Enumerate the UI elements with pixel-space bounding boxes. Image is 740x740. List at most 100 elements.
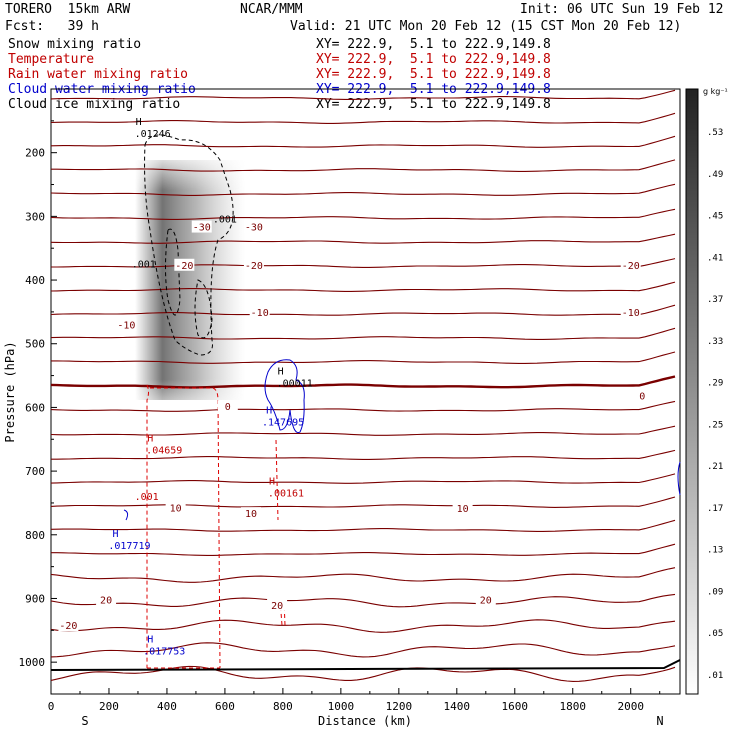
snow-shading [135,160,245,400]
y-tick-label: 1000 [19,656,46,669]
isotherm-label-bg [243,220,264,233]
axes: 0 200 400 600 800 1000 1200 1400 1600 1800 2000200… [19,120,661,713]
isotherm [50,593,676,608]
field-xy-cloud-ice: XY= 222.9, 5.1 to 222.9,149.8 [316,97,551,112]
maximum-marker: H [112,529,118,540]
isotherm-label-bg [191,220,212,233]
isotherm [50,208,676,220]
isotherm-label: 0 [225,402,231,413]
field-xy-temperature: XY= 222.9, 5.1 to 222.9,149.8 [316,52,551,67]
isotherm [50,183,676,196]
maximum-marker: H [147,635,153,646]
colorbar-tick-label: .05 [707,629,723,639]
isotherm-label: -30 [245,223,263,234]
colorbar-tick-label: .45 [707,212,723,222]
isotherm-label-bg [452,502,473,515]
field-name-snow: Snow mixing ratio [8,37,142,52]
ice-contour [165,228,181,316]
cloud-water-contour [123,509,129,521]
isotherm [50,496,676,508]
isotherm-label-bg [620,305,641,318]
rain-contour [146,384,221,669]
maximum-marker: H [278,366,284,377]
terrain-line [50,659,681,671]
isotherm-label: -30 [193,223,211,234]
x-tick-label: 1800 [560,700,587,713]
y-tick-label: 400 [25,274,45,287]
colorbar-unit: g kg⁻¹ [703,87,728,96]
y-tick-label: 700 [25,465,45,478]
x-tick-label: 400 [157,700,177,713]
isotherm [50,112,676,124]
isotherm [51,449,676,460]
isotherm-label: 20 [271,601,283,612]
forecast-hour: Fcst: 39 h [5,19,99,34]
isotherm [50,327,676,340]
x-tick-label: 1200 [386,700,413,713]
isotherm-label: -10 [622,308,640,319]
maximum-marker: H [147,433,153,444]
y-tick-label: 200 [25,147,45,160]
maximum-value: .01246 [135,129,171,140]
isotherm-label: 10 [170,503,182,514]
isotherm-label-bg [241,507,262,520]
x-tick-label: 1600 [502,700,529,713]
isotherm-label: 10 [245,509,257,520]
isotherm-label: -10 [117,321,135,332]
isotherm-label: -20 [622,261,640,272]
valid-time: Valid: 21 UTC Mon 20 Feb 12 (15 CST Mon … [290,19,682,34]
cloud-water-contour [264,359,305,434]
rain-contour [275,439,286,626]
isotherm [50,519,676,532]
field-name-cloud-ice: Cloud ice mixing ratio [8,97,181,112]
colorbar-tick-label: .29 [707,379,723,389]
x-tick-label: 200 [99,700,119,713]
x-tick-label: 600 [215,700,235,713]
isotherm-label: -10 [251,308,269,319]
isotherm [50,665,676,682]
colorbar-box [685,88,699,695]
isotherm [51,543,676,556]
isotherm [50,89,676,100]
isotherm-label: -20 [175,261,193,272]
isotherm [50,425,676,436]
isotherm-label: -20 [245,261,263,272]
contour-value-label: .001 [213,215,237,226]
colorbar-tick-label: .25 [707,420,723,430]
isotherm-label: 10 [457,504,469,515]
hydrometeor-contours [123,134,681,669]
isotherm [50,135,676,148]
isotherm-label: -20 [59,621,77,632]
colorbar-tick-label: .01 [707,671,723,681]
colorbar-tick-label: .21 [707,462,723,472]
center-title: NCAR/MMM [240,2,303,17]
right-endpoint-label: N [656,714,663,728]
x-tick-label: 2000 [617,700,644,713]
colorbar-tick-label: .41 [707,253,723,263]
isotherm-label: 0 [639,391,645,402]
isotherm [50,642,676,658]
isotherm [51,159,676,172]
colorbar-tick-label: .13 [707,546,723,556]
isotherm [50,233,676,244]
contour-value-label: .001 [132,259,156,270]
x-tick-label: 1000 [328,700,355,713]
isotherm [51,258,676,268]
isotherm-label-bg [217,400,238,413]
field-name-temperature: Temperature [8,52,95,67]
y-axis-label: Pressure (hPa) [3,341,17,442]
isotherm-label-bg [267,598,288,611]
x-tick-label: 1400 [444,700,471,713]
maximum-value: .017719 [108,541,150,552]
isotherm [50,281,676,292]
isotherm-label-bg [632,389,653,402]
colorbar-tick-label: .17 [707,504,723,514]
isotherm-label-bg [620,258,641,271]
maximum-marker: H [266,405,272,416]
maximum-value: .00011 [277,378,313,389]
isotherm-zero [50,375,676,389]
isotherm [50,400,676,412]
isotherm-label-bg [475,593,496,606]
colorbar-tick-label: .33 [707,337,723,347]
